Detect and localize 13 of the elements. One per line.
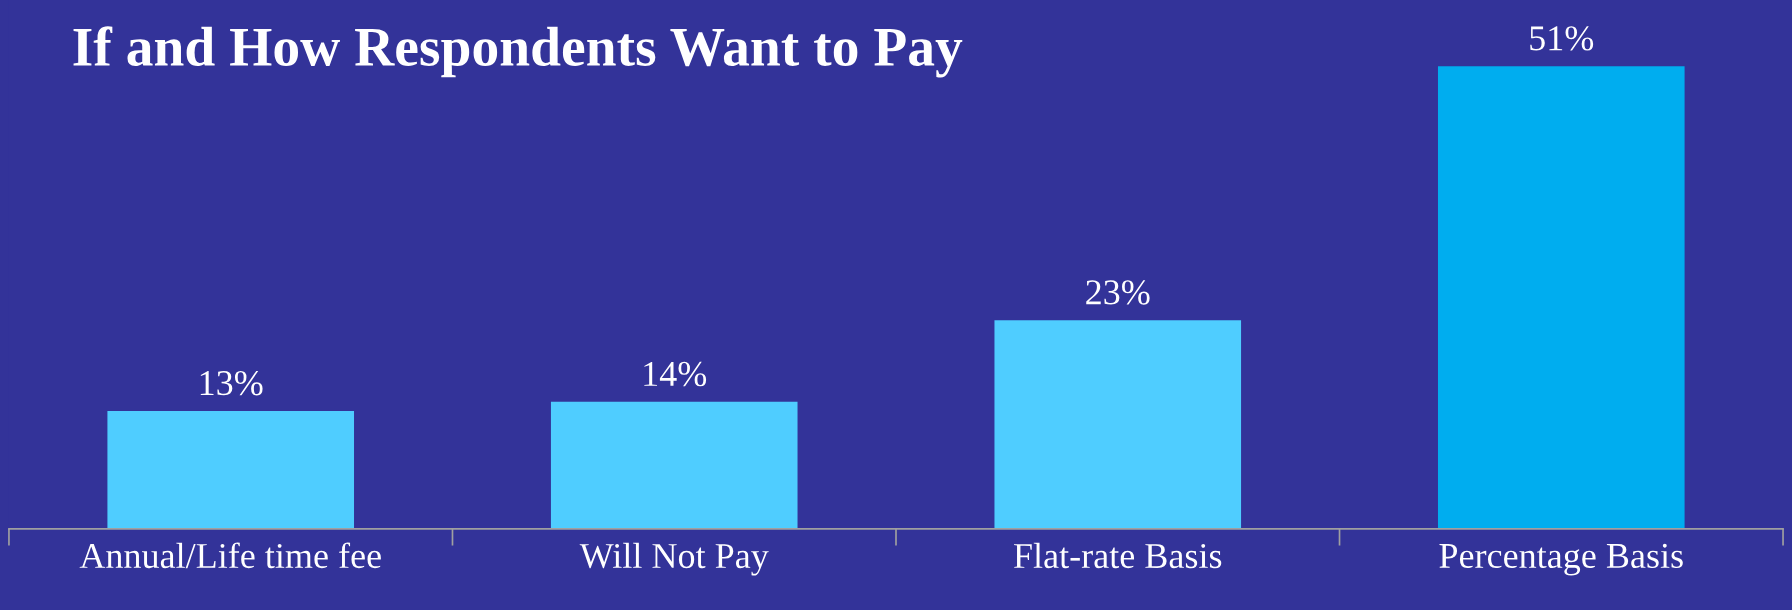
bar: [1437, 66, 1685, 529]
data-label: 23%: [1086, 280, 1150, 305]
bar: [994, 320, 1242, 529]
data-label: 14%: [644, 361, 707, 387]
x-tick-label: Will Not Pay: [579, 542, 769, 576]
bar: [550, 401, 798, 529]
bar: [107, 410, 355, 529]
data-label: 13%: [200, 370, 263, 396]
x-tick-label: Percentage Basis: [1439, 543, 1683, 576]
x-tick-label: Flat-rate Basis: [1014, 542, 1222, 569]
data-label: 51%: [1530, 26, 1594, 51]
x-tick-label: Annual/Life time fee: [79, 542, 381, 569]
chart-title: If and How Respondents Want to Pay: [73, 26, 963, 78]
